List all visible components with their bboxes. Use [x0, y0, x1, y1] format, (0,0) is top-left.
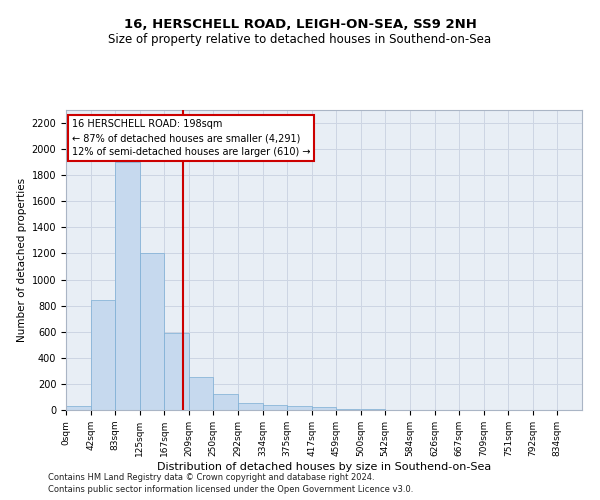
Text: 16 HERSCHELL ROAD: 198sqm
← 87% of detached houses are smaller (4,291)
12% of se: 16 HERSCHELL ROAD: 198sqm ← 87% of detac… [72, 119, 310, 157]
Bar [66, 406, 91, 410]
Bar [140, 254, 164, 410]
Bar [164, 333, 189, 410]
Bar [214, 394, 238, 410]
Bar [311, 408, 337, 410]
Bar [263, 405, 287, 410]
Y-axis label: Number of detached properties: Number of detached properties [17, 178, 28, 342]
Bar [91, 300, 115, 410]
Bar [238, 404, 263, 410]
Text: Size of property relative to detached houses in Southend-on-Sea: Size of property relative to detached ho… [109, 32, 491, 46]
Text: Contains public sector information licensed under the Open Government Licence v3: Contains public sector information licen… [48, 485, 413, 494]
Bar [115, 162, 140, 410]
Bar [287, 406, 311, 410]
Text: 16, HERSCHELL ROAD, LEIGH-ON-SEA, SS9 2NH: 16, HERSCHELL ROAD, LEIGH-ON-SEA, SS9 2N… [124, 18, 476, 30]
Text: Contains HM Land Registry data © Crown copyright and database right 2024.: Contains HM Land Registry data © Crown c… [48, 472, 374, 482]
X-axis label: Distribution of detached houses by size in Southend-on-Sea: Distribution of detached houses by size … [157, 462, 491, 471]
Bar [189, 378, 213, 410]
Bar [337, 408, 361, 410]
